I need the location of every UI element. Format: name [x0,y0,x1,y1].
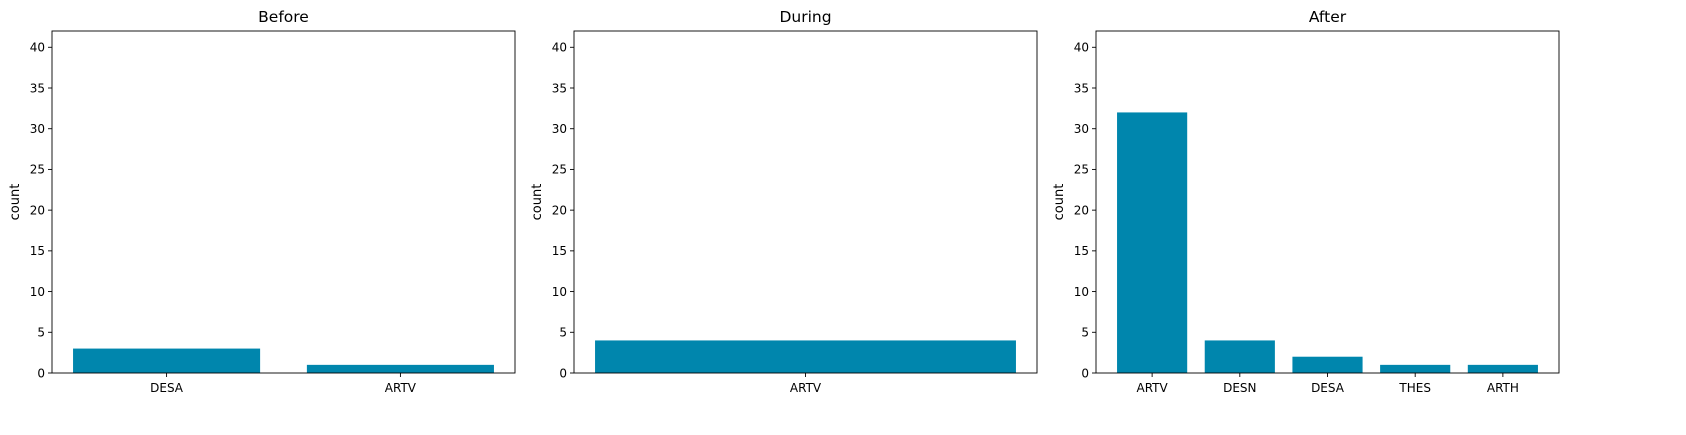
y-tick-label: 20 [1074,203,1089,217]
x-tick-label: ARTH [1487,381,1519,395]
y-tick-label: 35 [552,81,567,95]
y-tick-label: 20 [30,203,45,217]
y-tick-label: 0 [37,366,45,380]
y-tick-label: 0 [1081,366,1089,380]
y-tick-label: 40 [552,41,567,55]
bar-artv [595,340,1016,373]
y-tick-label: 25 [1074,163,1089,177]
axes-frame [51,30,516,374]
chart-title: After [1309,8,1347,26]
bar-desa [73,348,261,373]
x-tick-label: DESA [150,381,184,395]
y-tick-label: 35 [1074,81,1089,95]
chart-panel-during: 0 5 10 15 20 25 30 35 40 ARTV count During [530,8,1038,395]
chart-title: Before [258,8,309,26]
y-tick-label: 25 [30,163,45,177]
y-tick-label: 15 [30,244,45,258]
y-tick-label: 5 [37,326,45,340]
chart-panel-before: 0 5 10 15 20 25 30 35 40 DESA ARTV count Before [8,8,516,395]
y-tick-label: 20 [552,203,567,217]
bar-desa [1292,356,1363,373]
y-tick-label: 40 [1074,41,1089,55]
x-tick-label: ARTV [1137,381,1169,395]
x-tick-label: ARTV [385,381,417,395]
chart-title: During [779,8,831,26]
bar-arth [1467,364,1538,373]
y-tick-label: 5 [1081,326,1089,340]
y-tick-label: 30 [552,122,567,136]
chart-panel-after: 0 5 10 15 20 25 30 35 40 ARTV DESN DESA THES ARTH coun… [1052,8,1560,395]
y-tick-label: 30 [1074,122,1089,136]
bar-artv [1117,112,1188,373]
y-axis-label: count [8,184,23,221]
x-tick-label: THES [1398,381,1431,395]
y-tick-label: 25 [552,163,567,177]
x-tick-label: DESN [1223,381,1256,395]
y-tick-label: 35 [30,81,45,95]
y-tick-label: 30 [30,122,45,136]
y-axis-label: count [530,184,545,221]
y-tick-label: 0 [559,366,567,380]
y-tick-label: 5 [559,326,567,340]
y-tick-label: 15 [552,244,567,258]
y-axis-label: count [1052,184,1067,221]
y-tick-label: 10 [552,285,567,299]
y-tick-label: 40 [30,41,45,55]
y-tick-label: 15 [1074,244,1089,258]
bar-thes [1380,364,1451,373]
x-tick-label: DESA [1311,381,1345,395]
bar-artv [306,364,494,373]
x-tick-label: ARTV [790,381,822,395]
y-tick-label: 10 [1074,285,1089,299]
y-tick-label: 10 [30,285,45,299]
bar-desn [1204,340,1275,373]
axes-frame [1095,30,1560,374]
axes-frame [573,30,1038,374]
